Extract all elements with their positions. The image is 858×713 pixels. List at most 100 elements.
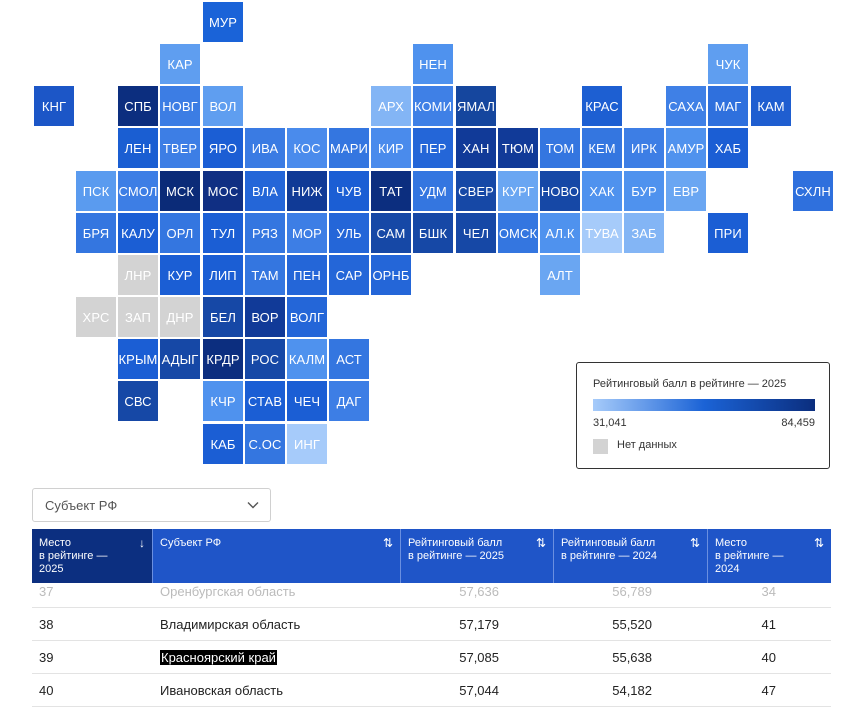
region-tile[interactable]: БШК: [413, 213, 453, 253]
col-header-score-2024[interactable]: Рейтинговый балл в рейтинге — 2024 ⇅: [554, 529, 708, 583]
region-tile[interactable]: ИРК: [624, 128, 664, 168]
region-tile[interactable]: СВЕР: [456, 171, 496, 211]
region-tile[interactable]: МСК: [160, 171, 200, 211]
region-tile[interactable]: УЛЬ: [329, 213, 369, 253]
col-header-rank-2025[interactable]: Место в рейтинге — 2025 ↓: [32, 529, 153, 583]
col-header-score-2025[interactable]: Рейтинговый балл в рейтинге — 2025 ⇅: [401, 529, 554, 583]
region-tile[interactable]: БУР: [624, 171, 664, 211]
region-tile[interactable]: СВС: [118, 381, 158, 421]
region-tile[interactable]: САХА: [666, 86, 706, 126]
region-tile[interactable]: ЧЕЧ: [287, 381, 327, 421]
region-tile[interactable]: ТАМ: [245, 255, 285, 295]
table-row[interactable]: 40 Ивановская область 57,044 54,182 47: [32, 674, 831, 707]
region-filter-dropdown[interactable]: Субъект РФ: [32, 488, 271, 522]
region-tile[interactable]: ЛЕН: [118, 128, 158, 168]
region-tile[interactable]: КУРГ: [498, 171, 538, 211]
region-tile[interactable]: УДМ: [413, 171, 453, 211]
region-tile[interactable]: ЕВР: [666, 171, 706, 211]
region-tile[interactable]: НИЖ: [287, 171, 327, 211]
table-row[interactable]: 38 Владимирская область 57,179 55,520 41: [32, 608, 831, 641]
region-tile[interactable]: АСТ: [329, 339, 369, 379]
region-tile[interactable]: ЗАП: [118, 297, 158, 337]
region-tile[interactable]: ИВА: [245, 128, 285, 168]
region-tile[interactable]: НОВО: [540, 171, 580, 211]
region-tile[interactable]: КАР: [160, 44, 200, 84]
region-tile[interactable]: С.ОС: [245, 424, 285, 464]
region-tile[interactable]: КРЫМ: [118, 339, 158, 379]
region-tile[interactable]: АЛ.К: [540, 213, 580, 253]
region-tile[interactable]: КОМИ: [413, 86, 453, 126]
region-tile[interactable]: ЧУК: [708, 44, 748, 84]
region-tile[interactable]: САР: [329, 255, 369, 295]
region-tile[interactable]: ЧЕЛ: [456, 213, 496, 253]
region-tile[interactable]: ХАК: [582, 171, 622, 211]
region-tile[interactable]: ИНГ: [287, 424, 327, 464]
region-tile[interactable]: МУР: [203, 2, 243, 42]
region-tile[interactable]: БЕЛ: [203, 297, 243, 337]
region-tile[interactable]: АМУР: [666, 128, 706, 168]
col-header-rank-2024[interactable]: Место в рейтинге — 2024 ⇅: [708, 529, 831, 583]
region-tile[interactable]: НЕН: [413, 44, 453, 84]
region-tile[interactable]: МОС: [203, 171, 243, 211]
region-tile[interactable]: ВОЛ: [203, 86, 243, 126]
region-tile[interactable]: ТУВА: [582, 213, 622, 253]
region-tile[interactable]: МАГ: [708, 86, 748, 126]
region-tile[interactable]: ХАБ: [708, 128, 748, 168]
region-tile[interactable]: ПСК: [76, 171, 116, 211]
region-tile[interactable]: КУР: [160, 255, 200, 295]
col-header-label: Рейтинговый балл в рейтинге — 2025: [408, 537, 505, 562]
region-tile[interactable]: АРХ: [371, 86, 411, 126]
region-tile[interactable]: ХАН: [456, 128, 496, 168]
region-tile[interactable]: ВОЛГ: [287, 297, 327, 337]
region-tile[interactable]: ВОР: [245, 297, 285, 337]
region-tile[interactable]: АЛТ: [540, 255, 580, 295]
region-tile[interactable]: КАБ: [203, 424, 243, 464]
region-tile[interactable]: ТОМ: [540, 128, 580, 168]
region-tile[interactable]: ДАГ: [329, 381, 369, 421]
region-tile[interactable]: ЯМАЛ: [456, 86, 496, 126]
region-tile[interactable]: РОС: [245, 339, 285, 379]
region-tile[interactable]: КЕМ: [582, 128, 622, 168]
col-header-region[interactable]: Субъект РФ ⇅: [153, 529, 401, 583]
region-tile[interactable]: ПЕН: [287, 255, 327, 295]
region-tile[interactable]: КНГ: [34, 86, 74, 126]
region-tile[interactable]: ЛИП: [203, 255, 243, 295]
region-tile[interactable]: ОРЛ: [160, 213, 200, 253]
region-tile[interactable]: БРЯ: [76, 213, 116, 253]
region-tile[interactable]: РЯЗ: [245, 213, 285, 253]
region-tile[interactable]: СПБ: [118, 86, 158, 126]
region-tile[interactable]: КЧР: [203, 381, 243, 421]
region-tile[interactable]: ЧУВ: [329, 171, 369, 211]
region-tile[interactable]: ОРНБ: [371, 255, 411, 295]
region-tile[interactable]: ЛНР: [118, 255, 158, 295]
region-tile[interactable]: ДНР: [160, 297, 200, 337]
table-row[interactable]: 39 Красноярский край 57,085 55,638 40: [32, 641, 831, 674]
region-tile[interactable]: ВЛА: [245, 171, 285, 211]
region-tile[interactable]: НОВГ: [160, 86, 200, 126]
region-tile[interactable]: КАМ: [751, 86, 791, 126]
region-tile[interactable]: ЯРО: [203, 128, 243, 168]
region-tile[interactable]: СТАВ: [245, 381, 285, 421]
table-row[interactable]: 37 Оренбургская область 57,636 56,789 34: [32, 575, 831, 608]
region-tile[interactable]: ТАТ: [371, 171, 411, 211]
region-tile[interactable]: ТУЛ: [203, 213, 243, 253]
region-tile[interactable]: ПЕР: [413, 128, 453, 168]
region-tile[interactable]: ПРИ: [708, 213, 748, 253]
region-tile[interactable]: МОР: [287, 213, 327, 253]
region-tile[interactable]: КИР: [371, 128, 411, 168]
region-tile[interactable]: АДЫГ: [160, 339, 200, 379]
region-tile[interactable]: КОС: [287, 128, 327, 168]
region-tile[interactable]: ОМСК: [498, 213, 538, 253]
region-tile[interactable]: МАРИ: [329, 128, 369, 168]
region-tile[interactable]: КАЛМ: [287, 339, 327, 379]
region-tile[interactable]: ТВЕР: [160, 128, 200, 168]
region-tile[interactable]: ТЮМ: [498, 128, 538, 168]
region-tile[interactable]: СХЛН: [793, 171, 833, 211]
region-tile[interactable]: ХРС: [76, 297, 116, 337]
region-tile[interactable]: КРАС: [582, 86, 622, 126]
region-tile[interactable]: СМОЛ: [118, 171, 158, 211]
region-tile[interactable]: ЗАБ: [624, 213, 664, 253]
region-tile[interactable]: КРДР: [203, 339, 243, 379]
region-tile[interactable]: САМ: [371, 213, 411, 253]
region-tile[interactable]: КАЛУ: [118, 213, 158, 253]
